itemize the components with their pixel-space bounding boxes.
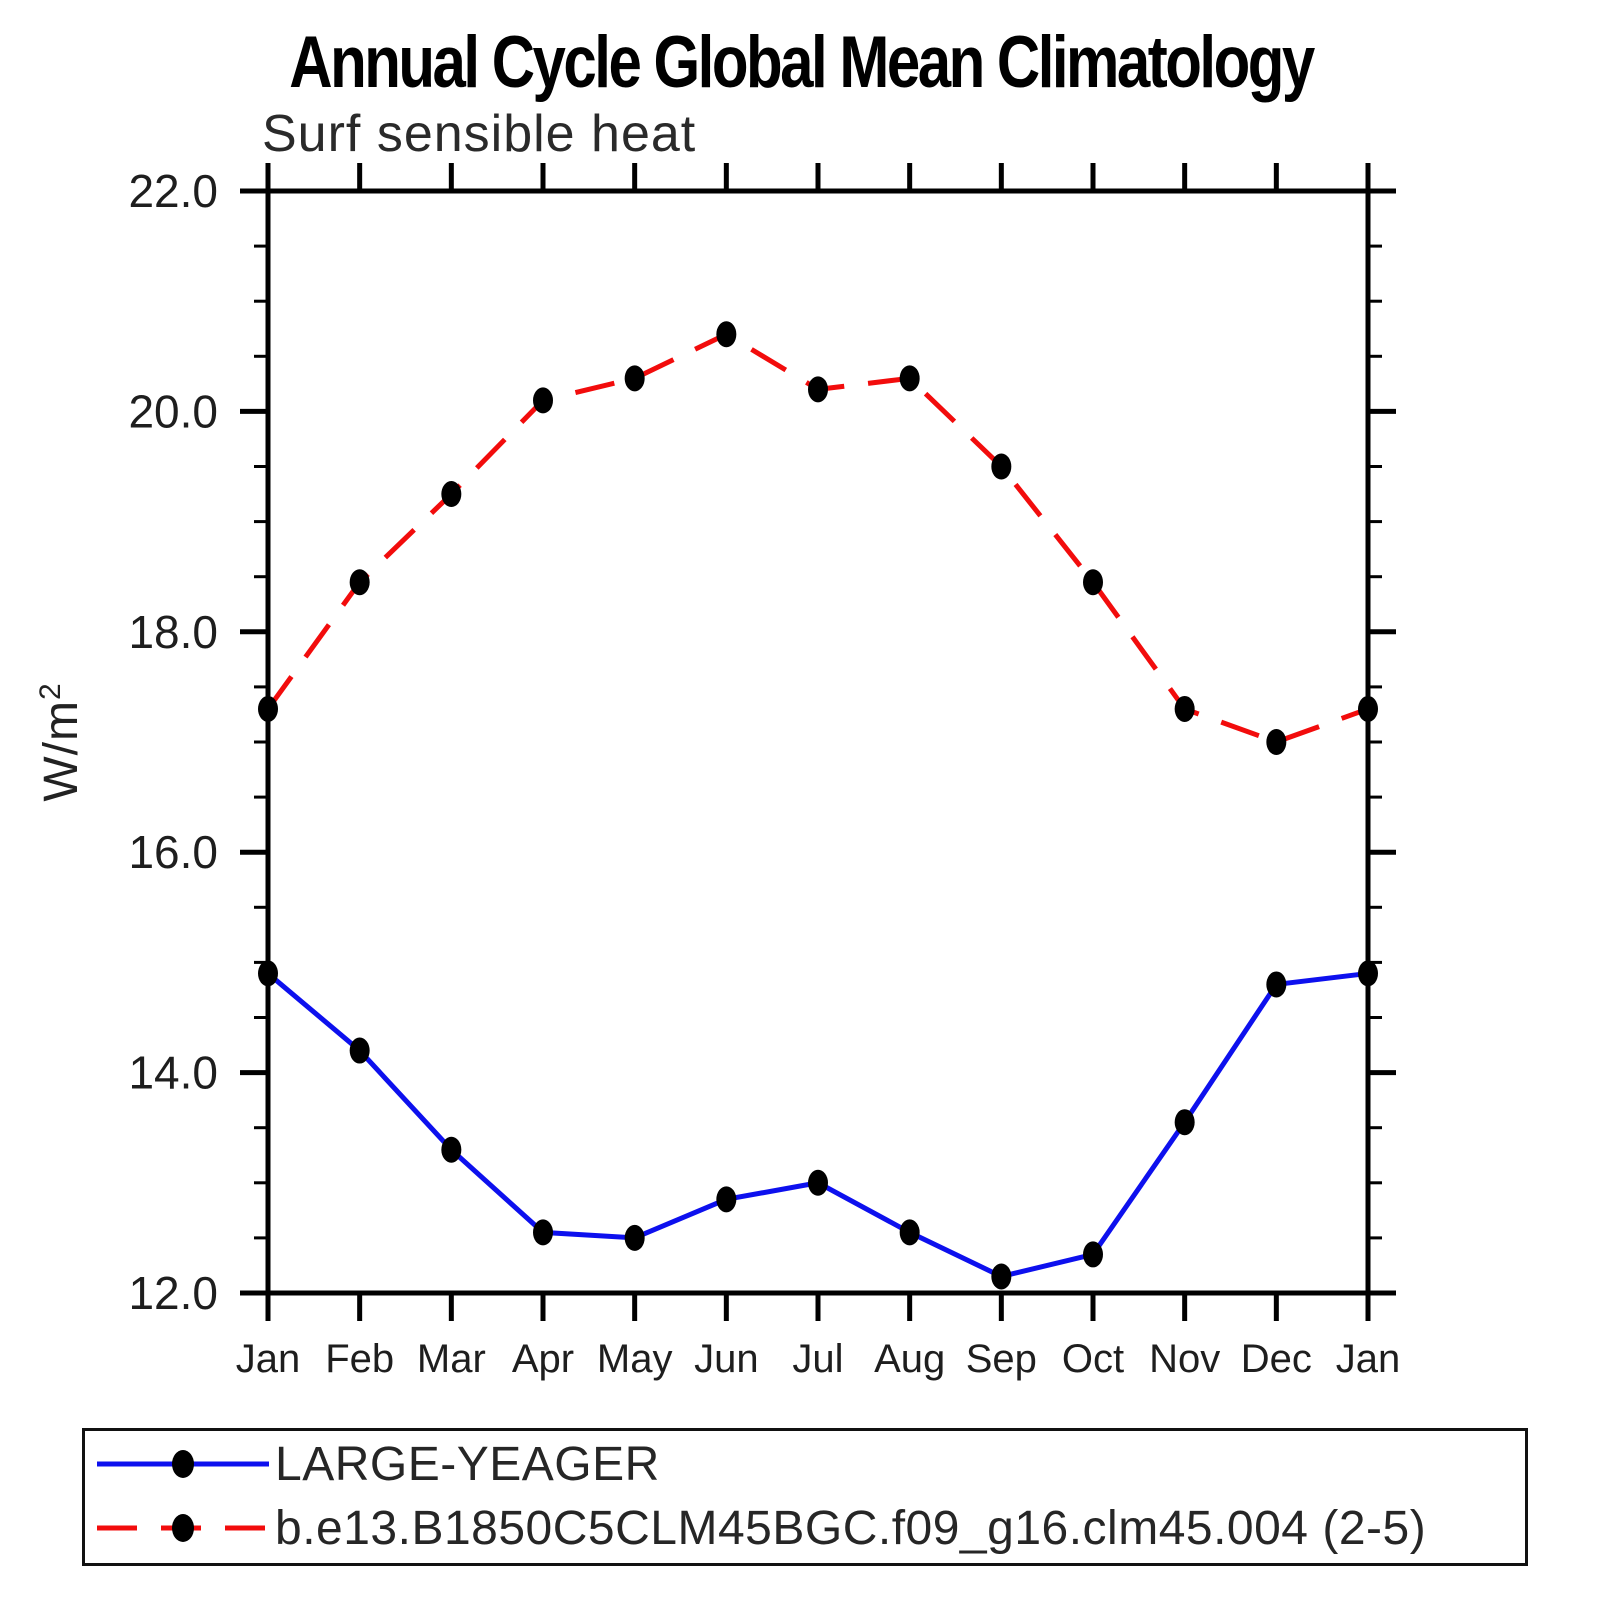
y-tick-label: 14.0 (128, 1047, 218, 1099)
data-point-marker (1083, 569, 1103, 596)
data-point-marker (1083, 1241, 1103, 1268)
x-tick-label: Mar (417, 1337, 486, 1381)
legend-row-large-yeager: LARGE-YEAGER (93, 1433, 660, 1495)
data-point-marker (808, 376, 828, 403)
legend-label-model-case: b.e13.B1850C5CLM45BGC.f09_g16.clm45.004 … (275, 1501, 1427, 1555)
data-point-marker (349, 1037, 370, 1064)
y-tick-label: 22.0 (128, 165, 218, 217)
x-tick-label: Jun (694, 1337, 759, 1381)
data-point-marker (991, 453, 1012, 480)
axes (240, 163, 1396, 1321)
x-tick-label: May (597, 1337, 673, 1381)
chart-subtitle: Surf sensible heat (262, 105, 697, 163)
legend-box: LARGE-YEAGER b.e13.B1850C5CLM45BGC.f09_g… (82, 1428, 1528, 1566)
y-tick-labels: 12.0 14.0 16.0 18.0 20.0 22.0 (128, 165, 218, 1319)
data-point-marker (899, 1219, 920, 1246)
data-point-marker (1174, 1109, 1195, 1136)
data-point-marker (441, 1136, 462, 1163)
series-b-e13-b1850c5clm45bgc-f0 (258, 321, 1378, 755)
legend-marker-dot (172, 1514, 194, 1542)
x-tick-label: Jan (1336, 1337, 1401, 1381)
x-tick-label: Jul (792, 1337, 843, 1381)
data-point-marker (1174, 695, 1195, 722)
x-tick-label: Nov (1149, 1337, 1220, 1381)
x-tick-label: Sep (966, 1337, 1037, 1381)
legend-sample-dashed-line (97, 1514, 269, 1542)
data-point-marker (533, 387, 553, 414)
x-tick-labels: Jan Feb Mar Apr May Jun Jul Aug Sep Oct Nov Dec Jan (236, 1337, 1401, 1381)
y-tick-label: 18.0 (128, 606, 218, 658)
x-tick-label: Aug (874, 1337, 945, 1381)
data-point-marker (991, 1263, 1012, 1290)
legend-marker-dot (172, 1450, 194, 1478)
data-point-marker (808, 1169, 828, 1196)
data-point-marker (533, 1219, 553, 1246)
data-point-marker (1358, 695, 1378, 722)
data-point-marker (349, 569, 370, 596)
legend-row-model-case: b.e13.B1850C5CLM45BGC.f09_g16.clm45.004 … (93, 1497, 1426, 1559)
data-point-marker (258, 960, 278, 987)
data-point-marker (441, 481, 462, 508)
y-tick-label: 16.0 (128, 826, 218, 878)
x-tick-label: Apr (512, 1337, 574, 1381)
data-point-marker (899, 365, 920, 392)
data-point-marker (1266, 971, 1287, 998)
data-point-marker (716, 321, 737, 348)
data-point-marker (1358, 960, 1378, 987)
x-tick-label: Oct (1062, 1337, 1124, 1381)
data-point-marker (716, 1186, 737, 1213)
data-point-marker (624, 1224, 645, 1251)
chart-title: Annual Cycle Global Mean Climatology (289, 21, 1315, 103)
data-point-marker (258, 695, 278, 722)
data-point-marker (1266, 729, 1287, 755)
y-tick-label: 20.0 (128, 385, 218, 437)
y-tick-label: 12.0 (128, 1267, 218, 1319)
x-tick-label: Feb (325, 1337, 394, 1381)
series-large-yeager (258, 960, 1378, 1290)
data-point-marker (624, 365, 645, 392)
legend-label-large-yeager: LARGE-YEAGER (275, 1437, 660, 1491)
series-line-large-yeager (266, 970, 1369, 1280)
x-tick-label: Dec (1241, 1337, 1312, 1381)
x-tick-label: Jan (236, 1337, 301, 1381)
legend-sample-solid-line (97, 1450, 269, 1478)
